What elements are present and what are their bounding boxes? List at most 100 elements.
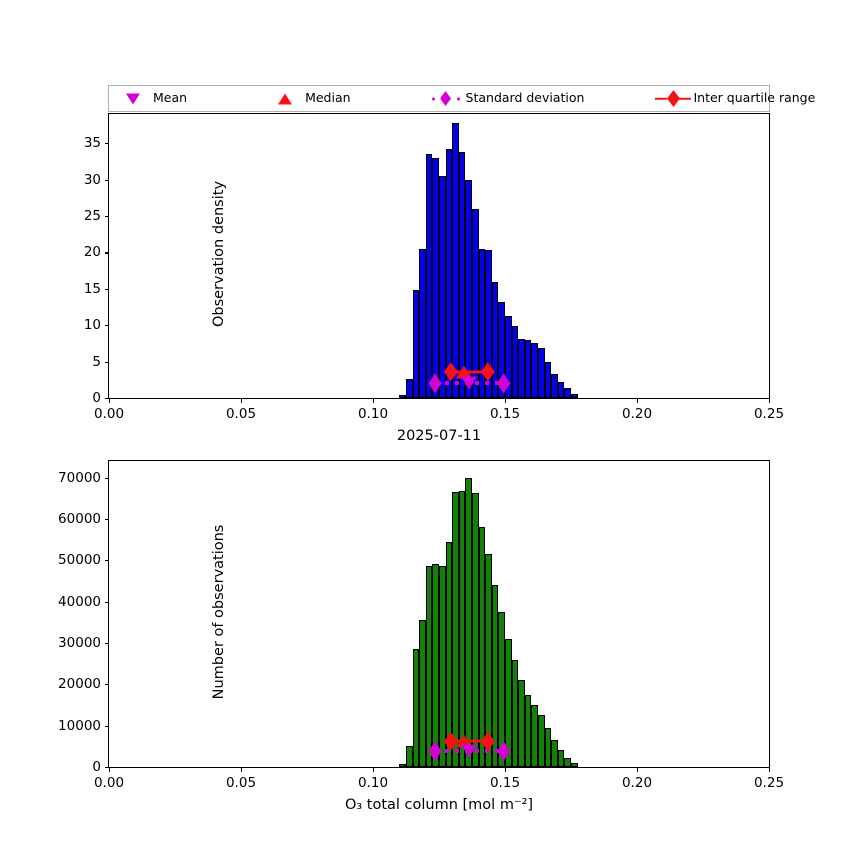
y-axis-tick <box>104 288 109 290</box>
x-axis-tick-label: 0.05 <box>225 406 257 422</box>
histogram-bar <box>551 740 558 767</box>
y-axis-tick-label: 70000 <box>58 469 101 486</box>
histogram-bar <box>571 394 578 398</box>
legend-entry-mean: Mean <box>113 86 187 111</box>
histogram-bar <box>564 757 571 767</box>
x-axis-tick <box>373 398 375 403</box>
y-axis-tick-label: 25 <box>83 207 101 224</box>
y-axis-tick <box>104 215 109 218</box>
y-axis-tick <box>104 518 109 521</box>
triangle-down-icon <box>113 86 153 111</box>
x-axis-tick <box>769 767 771 772</box>
histogram-bar <box>524 694 532 767</box>
histogram-bar <box>538 348 545 398</box>
legend-label-standard-deviation: Standard deviation <box>465 90 585 106</box>
histogram-bar <box>452 492 459 767</box>
legend-label-mean: Mean <box>153 90 188 106</box>
legend: Mean Median Standard deviation Inter qua… <box>108 85 815 112</box>
histogram-bar <box>498 611 505 767</box>
number-of-observations-chart: 0 10000 20000 30000 40000 50000 60000 70000 0.0… <box>58 460 784 813</box>
x-axis-tick <box>241 767 243 772</box>
x-axis-tick <box>373 767 375 772</box>
x-axis-label: O₃ total column [mol m⁻²] <box>344 797 534 813</box>
histogram-bar <box>498 301 505 398</box>
x-axis-tick-label: 0.15 <box>489 775 521 791</box>
histogram-bar <box>419 620 426 767</box>
x-axis-tick <box>505 398 507 403</box>
legend-entry-inter-quartile-range: Inter quartile range <box>653 86 815 111</box>
histogram-bar <box>406 746 413 767</box>
x-axis-tick-label: 0.20 <box>621 775 653 791</box>
observation-density-chart: 0 5 10 15 20 25 30 35 0.00 0.05 0.10 0.15 0.20 0.25 … <box>84 113 784 444</box>
x-axis-tick-label: 0.25 <box>753 775 785 791</box>
histogram-bar <box>505 315 512 398</box>
histogram-bar <box>439 175 446 398</box>
x-axis-tick-label: 0.00 <box>93 775 125 791</box>
histogram-bar <box>551 373 558 398</box>
observation-density-plot-area <box>109 114 769 398</box>
x-axis-tick-label: 0.00 <box>93 406 125 422</box>
y-axis-tick <box>104 252 109 254</box>
x-axis-tick <box>769 398 771 403</box>
y-axis-tick <box>104 560 109 562</box>
y-axis-tick-label: 10000 <box>58 717 101 734</box>
y-axis-tick-label: 15 <box>83 280 101 297</box>
line-diamond-icon <box>653 86 693 111</box>
y-axis-tick-label: 35 <box>83 135 101 152</box>
number-of-observations-y-axis-label: Number of observations <box>211 524 227 700</box>
histogram-bar <box>505 638 512 767</box>
histogram-bar <box>399 395 406 398</box>
y-axis-tick <box>104 477 109 479</box>
y-axis-tick-label: 0 <box>92 390 101 406</box>
histogram-bar <box>524 340 532 398</box>
histogram-bar <box>564 387 571 398</box>
y-axis-tick-label: 20000 <box>58 676 101 693</box>
legend-entry-median: Median <box>265 86 351 111</box>
number-of-observations-plot-area <box>109 461 769 767</box>
histogram-bar <box>458 491 466 767</box>
legend-entry-standard-deviation: Standard deviation <box>426 86 585 111</box>
x-axis-tick-label: 0.15 <box>489 406 521 422</box>
x-axis-tick <box>109 398 111 403</box>
x-axis-tick-label: 0.10 <box>357 775 389 791</box>
histogram-bar <box>465 477 472 767</box>
y-axis-tick-label: 60000 <box>58 510 101 527</box>
histogram-bar <box>478 527 486 767</box>
y-axis-tick <box>104 601 109 603</box>
histogram-bar <box>571 763 578 767</box>
y-axis-tick-label: 5 <box>92 353 101 370</box>
y-axis-tick-label: 20 <box>83 244 101 261</box>
histogram-bar <box>419 248 426 398</box>
histogram-bar <box>439 566 446 767</box>
histogram-bar <box>472 208 479 398</box>
histogram-bar <box>544 727 552 767</box>
y-axis-tick <box>104 361 109 363</box>
y-axis-tick <box>104 642 109 645</box>
histogram-bar <box>478 249 486 398</box>
histogram-bar <box>432 564 439 767</box>
legend-label-inter-quartile-range: Inter quartile range <box>693 90 816 106</box>
x-axis-tick <box>109 767 111 772</box>
y-axis-tick-label: 30000 <box>58 634 101 651</box>
triangle-up-icon <box>265 86 305 111</box>
histogram-bar <box>557 381 565 398</box>
x-axis-tick-label: 0.25 <box>753 406 785 422</box>
y-axis-tick <box>104 179 109 181</box>
x-axis-tick-label: 0.05 <box>225 775 257 791</box>
y-axis-tick <box>104 767 109 769</box>
x-axis-tick-label: 0.20 <box>621 406 653 422</box>
y-axis-tick-label: 10 <box>83 317 101 334</box>
histogram-bar <box>472 492 479 767</box>
histogram-bar <box>458 151 466 398</box>
observation-density-y-axis-label: Observation density <box>211 180 227 328</box>
histogram-bar <box>465 179 472 398</box>
histogram-bar <box>491 281 499 398</box>
x-axis-tick <box>241 398 243 403</box>
histogram-bar <box>491 585 499 767</box>
histogram-bar <box>485 554 492 767</box>
histogram-bar <box>544 361 552 398</box>
histogram-bar <box>425 154 433 398</box>
x-axis-tick <box>637 767 639 772</box>
histogram-bar <box>511 325 519 398</box>
histogram-bar <box>511 660 519 767</box>
